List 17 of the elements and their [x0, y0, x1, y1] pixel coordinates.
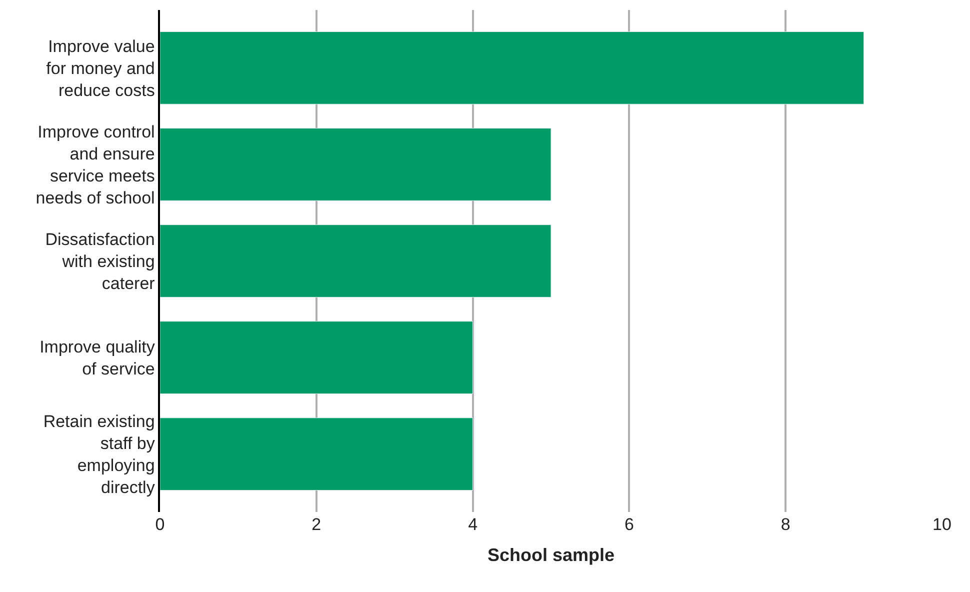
x-tick-label: 2	[312, 515, 322, 534]
y-tick-label: Improve value for money and reduce costs	[46, 36, 155, 100]
x-tick-label: 8	[780, 515, 790, 534]
y-tick-label: Retain existing staff by employing directly	[43, 412, 156, 498]
bar	[160, 128, 552, 201]
x-tick-label: 0	[155, 515, 165, 534]
bar	[160, 321, 474, 394]
x-tick-label: 4	[468, 515, 478, 534]
bar	[160, 224, 552, 298]
y-tick-label: Dissatisfaction with existing caterer	[45, 230, 156, 294]
bar	[160, 31, 864, 104]
y-tick-label: Improve control and ensure service meets needs of school	[36, 122, 155, 208]
y-tick-label: Improve quality of service	[40, 337, 156, 379]
x-tick-label: 6	[624, 515, 634, 534]
bar	[160, 418, 474, 491]
x-axis-title: School sample	[487, 545, 615, 566]
x-tick-label: 10	[932, 515, 952, 534]
